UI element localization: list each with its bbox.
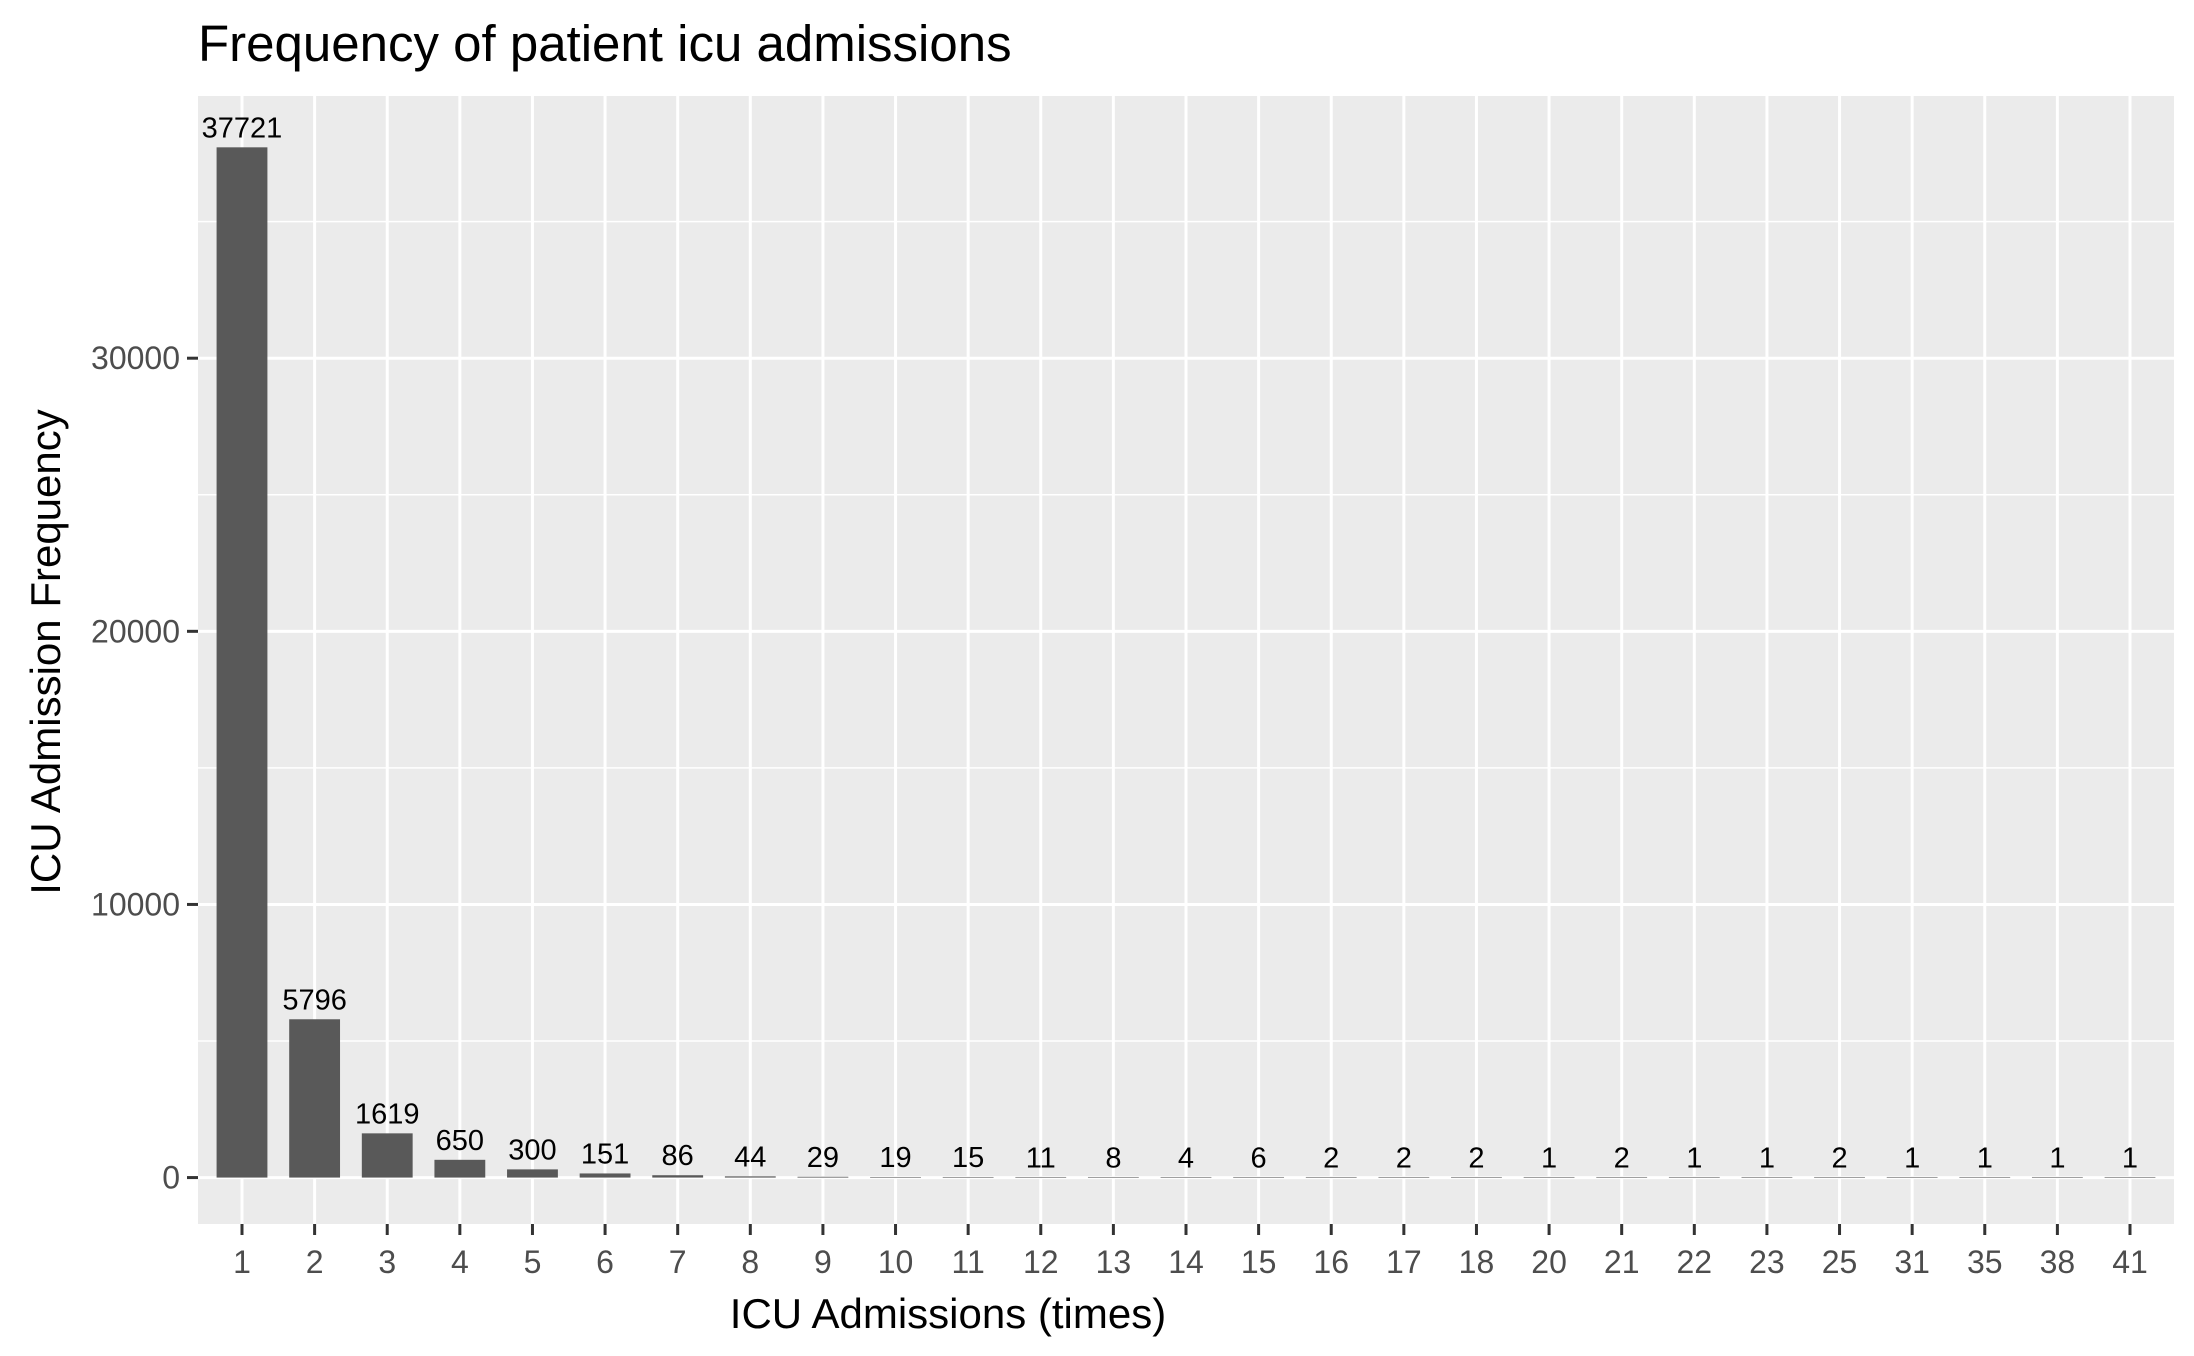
bar-data-label: 29 xyxy=(807,1142,839,1174)
bar xyxy=(1523,1176,1575,1178)
x-tick-label: 7 xyxy=(669,1244,687,1280)
bar xyxy=(1959,1176,2011,1178)
bar-data-label: 2 xyxy=(1396,1143,1412,1175)
bar-data-label: 1619 xyxy=(355,1098,420,1130)
x-tick-label: 41 xyxy=(2112,1244,2148,1280)
x-tick-label: 18 xyxy=(1459,1244,1495,1280)
bar xyxy=(942,1176,994,1178)
bar-data-label: 4 xyxy=(1178,1142,1194,1174)
x-tick-label: 14 xyxy=(1168,1244,1204,1280)
bar-data-label: 37721 xyxy=(202,112,283,144)
x-tick-label: 22 xyxy=(1677,1244,1713,1280)
bar-data-label: 1 xyxy=(2122,1143,2138,1175)
bar xyxy=(652,1175,704,1178)
bar xyxy=(289,1019,341,1178)
x-tick-label: 10 xyxy=(878,1244,914,1280)
bar-data-label: 1 xyxy=(1541,1143,1557,1175)
bar xyxy=(870,1176,921,1178)
bar xyxy=(724,1176,776,1178)
y-tick-label: 0 xyxy=(162,1160,180,1196)
bar-data-label: 86 xyxy=(662,1140,694,1172)
bar-data-label: 1 xyxy=(1686,1143,1702,1175)
chart-title: Frequency of patient icu admissions xyxy=(198,15,1012,72)
x-tick-label: 17 xyxy=(1386,1244,1422,1280)
y-tick-label: 20000 xyxy=(91,613,180,649)
x-tick-label: 11 xyxy=(952,1244,985,1280)
y-tick-label: 10000 xyxy=(91,886,180,922)
bar xyxy=(797,1176,849,1178)
bar-data-label: 300 xyxy=(508,1134,556,1166)
bar xyxy=(1087,1176,1139,1178)
bar-data-label: 2 xyxy=(1614,1143,1630,1175)
bar-data-label: 11 xyxy=(1026,1142,1056,1174)
bar xyxy=(1668,1176,1720,1178)
bar-data-label: 151 xyxy=(581,1138,629,1170)
bar xyxy=(1741,1176,1793,1178)
x-axis: 1 2 3 4 5 6 7 8 9 10 11 12 13 14 15 16 17 18 20 21 22 23 25 31 3… xyxy=(233,1224,2148,1280)
bar xyxy=(2031,1176,2083,1178)
bar xyxy=(1451,1176,1502,1178)
x-tick-label: 23 xyxy=(1749,1244,1785,1280)
bar-data-label: 2 xyxy=(1468,1143,1484,1175)
x-tick-label: 16 xyxy=(1313,1244,1349,1280)
bar xyxy=(216,147,268,1178)
bar-data-label: 5796 xyxy=(282,984,347,1016)
bar xyxy=(2104,1176,2156,1178)
bar xyxy=(361,1133,413,1178)
bar-data-label: 6 xyxy=(1251,1142,1267,1174)
x-tick-label: 9 xyxy=(814,1244,832,1280)
x-tick-label: 21 xyxy=(1604,1244,1640,1280)
x-tick-label: 31 xyxy=(1894,1244,1930,1280)
x-tick-label: 2 xyxy=(306,1244,324,1280)
bar xyxy=(434,1159,486,1178)
y-tick-label: 30000 xyxy=(91,340,180,376)
x-tick-label: 13 xyxy=(1096,1244,1132,1280)
x-tick-label: 15 xyxy=(1241,1244,1277,1280)
x-tick-label: 4 xyxy=(451,1244,469,1280)
x-tick-label: 6 xyxy=(596,1244,614,1280)
bar xyxy=(507,1169,558,1178)
y-axis: 0 10000 20000 30000 xyxy=(91,340,198,1196)
y-axis-title: ICU Admission Frequency xyxy=(22,409,69,895)
bar-data-label: 1 xyxy=(1904,1143,1920,1175)
bar xyxy=(1886,1176,1938,1178)
x-tick-label: 8 xyxy=(741,1244,759,1280)
bar-data-label: 15 xyxy=(952,1142,984,1174)
x-tick-label: 12 xyxy=(1023,1244,1059,1280)
bar-data-label: 1 xyxy=(2049,1143,2065,1175)
bar-data-label: 2 xyxy=(1831,1143,1847,1175)
bar-data-label: 1 xyxy=(1759,1143,1775,1175)
x-tick-label: 20 xyxy=(1531,1244,1567,1280)
bar xyxy=(1378,1176,1430,1178)
bar xyxy=(1814,1176,1865,1178)
bar xyxy=(1015,1176,1067,1178)
bar-data-label: 8 xyxy=(1105,1142,1121,1174)
bar-data-label: 2 xyxy=(1323,1143,1339,1175)
x-tick-label: 5 xyxy=(524,1244,542,1280)
bar-data-label: 44 xyxy=(734,1141,766,1173)
bar xyxy=(1233,1176,1285,1178)
bar xyxy=(579,1173,631,1178)
bar xyxy=(1305,1176,1357,1178)
bars xyxy=(216,147,2156,1178)
x-tick-label: 1 xyxy=(233,1244,251,1280)
bar-data-label: 19 xyxy=(879,1142,911,1174)
bar-data-label: 1 xyxy=(1977,1143,1993,1175)
bar xyxy=(1596,1176,1648,1178)
x-tick-label: 35 xyxy=(1967,1244,2003,1280)
x-tick-label: 38 xyxy=(2040,1244,2076,1280)
bar-data-label: 650 xyxy=(436,1125,484,1157)
x-tick-label: 3 xyxy=(378,1244,396,1280)
x-tick-label: 25 xyxy=(1822,1244,1858,1280)
bar xyxy=(1160,1176,1212,1178)
x-axis-title: ICU Admissions (times) xyxy=(729,1290,1167,1337)
